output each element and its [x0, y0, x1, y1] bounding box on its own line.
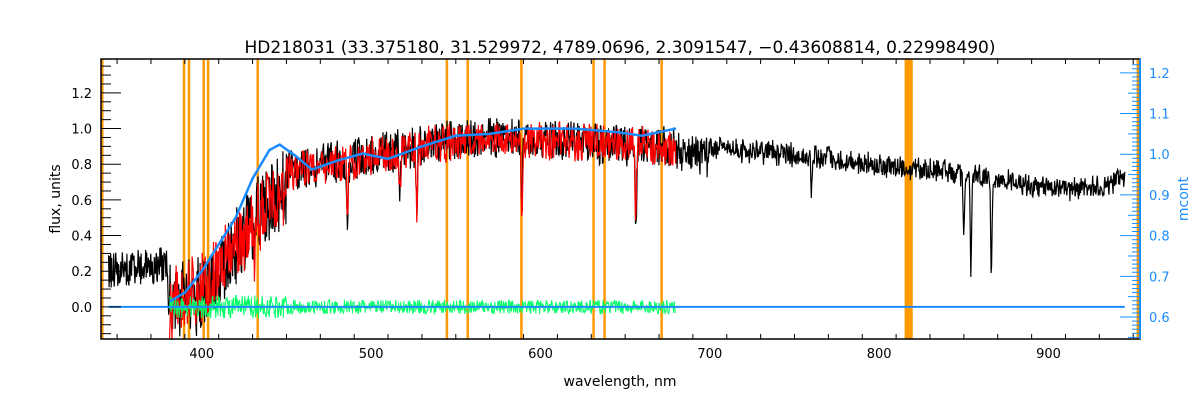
y-axis-label: flux, units: [48, 164, 64, 233]
x-tick-label: 600: [528, 347, 553, 362]
x-tick-label: 500: [359, 347, 384, 362]
y-tick-label: 0.8: [71, 158, 92, 173]
mask-region: [904, 59, 913, 339]
y2-tick-label: 1.1: [1149, 108, 1170, 123]
x-axis-label: wavelength, nm: [564, 374, 677, 390]
continuum-line: [169, 127, 677, 303]
axes: 400 500 600 700 800 900 0.0 0.2 0.4 0.6 0.8 1.0 1.2 0…: [71, 58, 1170, 362]
y-tick-label: 0.6: [71, 194, 92, 209]
y-tick-label: 0.0: [71, 301, 92, 316]
mask-region: [187, 59, 191, 339]
mask-region: [445, 59, 449, 339]
y2-tick-label: 0.6: [1149, 311, 1170, 326]
chart-title: HD218031 (33.375180, 31.529972, 4789.069…: [245, 38, 996, 58]
mask-region: [101, 59, 104, 339]
y2-tick-label: 0.9: [1149, 189, 1170, 204]
mask-region: [206, 59, 210, 339]
model-flux-line: [169, 120, 677, 341]
mask-region: [592, 59, 595, 339]
y-tick-label: 1.2: [71, 87, 92, 102]
y2-axis-label: mcont: [1176, 176, 1192, 221]
y-tick-label: 0.4: [71, 230, 92, 245]
y2-tick-label: 0.8: [1149, 230, 1170, 245]
y2-tick-label: 1.0: [1149, 148, 1170, 163]
series-group: [108, 117, 1126, 341]
y-tick-label: 1.0: [71, 123, 92, 138]
mask-region: [182, 59, 186, 339]
x-tick-label: 900: [1036, 347, 1061, 362]
x-tick-label: 700: [697, 347, 722, 362]
x-tick-label: 400: [189, 347, 214, 362]
mask-region: [603, 59, 606, 339]
y2-tick-label: 0.7: [1149, 270, 1170, 285]
y-tick-label: 0.2: [71, 265, 92, 280]
mask-region: [660, 59, 663, 339]
y2-tick-label: 1.2: [1149, 67, 1170, 82]
mask-region: [202, 59, 205, 339]
x-tick-label: 800: [867, 347, 892, 362]
mask-region: [466, 59, 469, 339]
